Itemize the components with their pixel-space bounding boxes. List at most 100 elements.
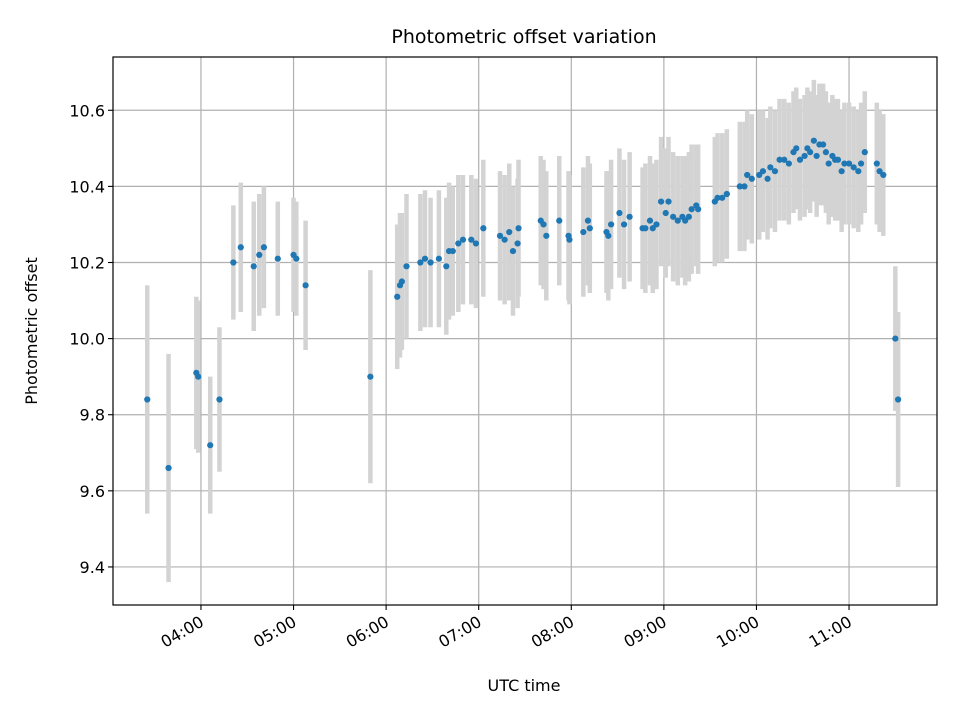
data-point: [820, 141, 827, 148]
data-point: [657, 198, 665, 205]
data-point: [781, 156, 788, 163]
data-point: [417, 259, 424, 266]
data-point: [514, 240, 521, 247]
data-point: [608, 221, 615, 228]
data-point: [892, 335, 899, 342]
data-point: [834, 156, 842, 163]
data-point: [455, 240, 462, 247]
data-point: [767, 164, 774, 171]
data-point: [398, 278, 405, 285]
data-point: [759, 168, 767, 175]
data-point: [670, 213, 677, 220]
data-point: [250, 263, 257, 270]
data-points: [144, 137, 902, 472]
data-point: [274, 255, 281, 262]
data-point: [580, 228, 587, 236]
data-point: [845, 160, 853, 167]
data-point: [674, 217, 681, 224]
plot-frame: [112, 56, 938, 606]
y-tick-label: 10.0: [69, 330, 105, 349]
data-point: [771, 168, 779, 175]
data-point: [723, 190, 730, 198]
data-point: [857, 160, 865, 167]
data-point: [449, 247, 456, 255]
y-tick-label: 9.6: [80, 482, 105, 501]
data-point: [509, 247, 517, 255]
data-point: [237, 244, 244, 251]
data-point: [616, 209, 623, 217]
data-point: [662, 209, 669, 217]
data-point: [394, 293, 401, 300]
data-point: [256, 251, 263, 258]
x-axis-label: UTC time: [488, 676, 561, 695]
data-point: [861, 149, 868, 156]
data-point: [605, 232, 612, 239]
data-point: [688, 206, 695, 213]
data-point: [685, 213, 692, 220]
data-point: [764, 175, 771, 182]
data-point: [421, 255, 429, 262]
data-point: [873, 160, 880, 167]
data-point: [741, 183, 748, 190]
data-point: [714, 194, 721, 201]
data-point: [626, 213, 633, 220]
data-point: [468, 236, 475, 243]
data-point: [825, 160, 832, 167]
data-point: [506, 228, 513, 236]
y-axis-ticks: 9.4 9.6 9.8 10.0 10.2 10.4 10.6: [69, 101, 113, 577]
data-point: [785, 160, 792, 167]
data-point: [501, 236, 508, 243]
data-point: [540, 221, 547, 228]
data-point: [880, 171, 887, 179]
data-point: [895, 396, 902, 403]
chart-title: Photometric offset variation: [391, 26, 656, 48]
data-point: [736, 183, 743, 190]
data-point: [230, 259, 237, 266]
y-tick-label: 10.4: [69, 177, 105, 196]
data-point: [293, 255, 300, 262]
data-point: [556, 217, 563, 224]
data-point: [443, 263, 450, 270]
data-point: [207, 442, 214, 449]
data-point: [472, 240, 480, 247]
data-point: [807, 149, 814, 156]
data-point: [649, 225, 656, 232]
data-point: [719, 194, 726, 201]
data-point: [665, 198, 672, 205]
data-point: [744, 171, 751, 179]
data-point: [876, 168, 883, 175]
data-point: [586, 225, 593, 232]
data-point: [515, 225, 522, 232]
data-point: [813, 152, 820, 160]
y-tick-label: 9.4: [80, 558, 105, 577]
data-point: [480, 225, 487, 232]
data-point: [776, 156, 783, 163]
data-point: [435, 255, 442, 262]
data-point: [642, 225, 649, 232]
data-point: [543, 232, 550, 239]
data-point: [695, 206, 702, 213]
data-point: [838, 168, 845, 175]
data-point: [796, 156, 804, 163]
data-point: [653, 221, 660, 228]
data-point: [801, 152, 808, 160]
data-point: [793, 145, 800, 152]
data-point: [850, 164, 857, 171]
data-point: [841, 160, 848, 167]
data-point: [195, 373, 202, 380]
data-point: [403, 263, 410, 270]
data-point: [427, 259, 434, 266]
data-point: [165, 464, 172, 472]
data-point: [748, 175, 755, 182]
data-point: [216, 396, 223, 403]
data-point: [646, 217, 654, 224]
data-point: [566, 236, 573, 243]
data-point: [822, 149, 829, 156]
data-point: [260, 244, 268, 251]
y-tick-label: 10.2: [69, 254, 105, 273]
data-point: [620, 221, 628, 228]
data-point: [367, 373, 374, 380]
data-point: [682, 217, 689, 224]
data-point: [496, 232, 504, 239]
